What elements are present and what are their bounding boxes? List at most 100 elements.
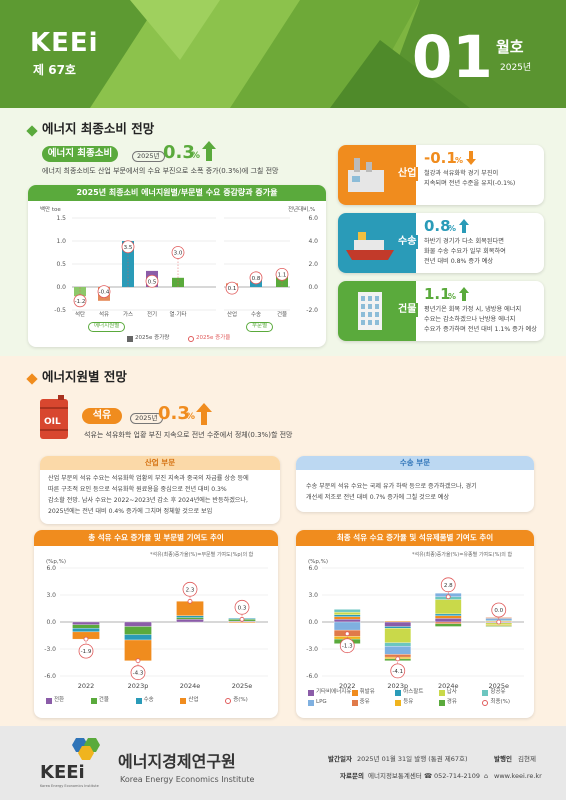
chart1-rate-label: 1.1	[278, 272, 287, 278]
legend-label: 전환	[54, 697, 65, 703]
legend-label: 증(%)	[233, 697, 248, 703]
stack-segment	[434, 618, 462, 623]
stack-segment	[124, 626, 152, 635]
headline-unit: %	[191, 151, 201, 161]
legend-label: 중유	[359, 699, 370, 705]
pub-text: 2025년 01월 31일 발행 (통권 제67호)	[357, 755, 468, 763]
pub-label: 발간일자	[328, 755, 352, 763]
stack-segment	[333, 611, 361, 615]
legend-label: 경유	[446, 699, 457, 705]
chart1-category-label: 가스	[123, 310, 133, 318]
chimney	[354, 158, 360, 172]
chart1-rate-label: 3.0	[174, 251, 183, 257]
y-tick-label: 3.0	[308, 592, 318, 599]
legend-swatch	[90, 698, 97, 704]
legend-label: 기타비에너지유	[316, 689, 352, 695]
window	[352, 176, 360, 182]
source-group-label: 에너지원별	[88, 322, 126, 332]
legend-swatch	[135, 698, 142, 704]
x-category-label: 2025e	[232, 682, 253, 690]
chart1-rate-marker	[275, 267, 289, 281]
logo: KEEi	[30, 28, 99, 58]
legend-swatch	[438, 690, 445, 696]
x-category-label: 2024e	[180, 682, 201, 690]
website-link[interactable]: www.keei.re.kr	[494, 772, 542, 780]
y-tick-label: -6.0	[306, 673, 318, 680]
legend-label: 항공유	[490, 689, 506, 695]
chart1-category-label: 건물	[277, 311, 287, 318]
chart1-card	[28, 185, 326, 347]
stack-segment	[228, 621, 256, 624]
legend-rate: 2025e 증가율	[196, 335, 231, 341]
stack-segment	[384, 642, 412, 647]
legend-label: 최종(%)	[490, 699, 511, 705]
sector-description-line: 철강과 석유화학 경기 부진이	[424, 170, 499, 177]
publisher-label: 발행인	[494, 755, 512, 763]
stack-segment	[124, 634, 152, 641]
chart1-rate-label: 0.5	[148, 279, 157, 285]
total-marker	[83, 636, 89, 642]
oil-pill: 석유	[82, 408, 122, 424]
legend-swatch	[225, 698, 232, 704]
chart2-note: *석유(최종)증가율(%)=부문별 기여도(%p)의 합	[150, 552, 254, 558]
chart1-rate-marker	[171, 246, 185, 259]
stack-segment	[333, 609, 361, 613]
issue-number: 제 67호	[33, 63, 76, 77]
left-tick-label: -0.5	[54, 307, 66, 314]
total-marker	[187, 598, 193, 604]
sector-unit: %	[455, 156, 464, 165]
chart1-title: 2025년 최종소비 에너지원별/부문별 수요 증감량과 증가율	[28, 185, 326, 201]
industry-title: 산업 부문	[40, 456, 280, 470]
total-label: 2.8	[444, 583, 453, 589]
up-arrow-icon	[196, 403, 212, 425]
total-label-bubble	[130, 665, 146, 681]
legend-swatch	[308, 690, 314, 696]
section-description: 에너지 최종소비도 산업 부문에서의 수요 부진으로 소폭 증가(0.3%)에 …	[42, 167, 279, 175]
right-tick-label: 4.0	[308, 238, 318, 245]
container	[358, 232, 366, 240]
stack-segment	[124, 621, 152, 627]
window	[361, 296, 365, 301]
stack-segment	[124, 639, 152, 661]
chart1-rate-marker	[73, 294, 87, 308]
oil-badge: OIL	[44, 417, 61, 427]
chimney	[366, 162, 372, 172]
footer-logo: KEEi	[40, 762, 85, 783]
window	[368, 296, 372, 301]
total-label: 0.3	[238, 605, 247, 611]
chart3-title: 최종 석유 수요 증가율 및 석유제품별 기여도 추이	[296, 530, 534, 546]
legend-swatch	[180, 698, 187, 704]
chart1-bar	[172, 277, 184, 287]
sector-value: -0.1	[424, 149, 457, 167]
stack-segment	[72, 624, 100, 629]
window	[361, 304, 365, 309]
total-label: -1.3	[342, 644, 353, 650]
industry-line: 산업 부문의 석유 수요는 석유화학 업황의 부진 지속과 중국의 자급률 상승…	[48, 475, 249, 482]
keei-logo-icon	[72, 738, 100, 760]
window	[368, 304, 372, 309]
total-marker	[445, 594, 451, 600]
footer-logo-sub: Korea Energy Economics Institute	[40, 784, 99, 788]
x-category-label: 2022	[78, 682, 95, 690]
stack-segment	[485, 625, 513, 627]
legend-swatch	[438, 700, 445, 706]
stack-segment	[434, 621, 462, 624]
total-marker	[395, 656, 401, 662]
stack-segment	[176, 617, 204, 620]
window	[361, 320, 365, 325]
y-tick-label: 6.0	[308, 565, 318, 572]
sector-description-line: 전년 대비 0.8% 증가 예상	[424, 258, 494, 265]
x-category-label: 2023p	[387, 682, 408, 690]
stack-segment	[434, 623, 462, 627]
right-tick-label: -2.0	[306, 307, 318, 314]
left-tick-label: 1.0	[56, 238, 66, 245]
transport-line: 개선세 저조로 전년 대비 0.7% 증가에 그칠 것으로 예상	[306, 494, 450, 501]
total-label: -1.9	[81, 649, 92, 655]
stack-segment	[333, 621, 361, 631]
left-axis-label: 백만 toe	[40, 207, 61, 213]
window	[361, 312, 365, 317]
chart1-rate-marker	[225, 281, 239, 295]
y-tick-label: -6.0	[44, 673, 56, 680]
industry-line: 감소할 전망. 납사 수요는 2022~2023년 감소 후 2024년에는 반…	[48, 497, 248, 504]
final-consumption-pill: 에너지 최종소비	[42, 146, 118, 162]
